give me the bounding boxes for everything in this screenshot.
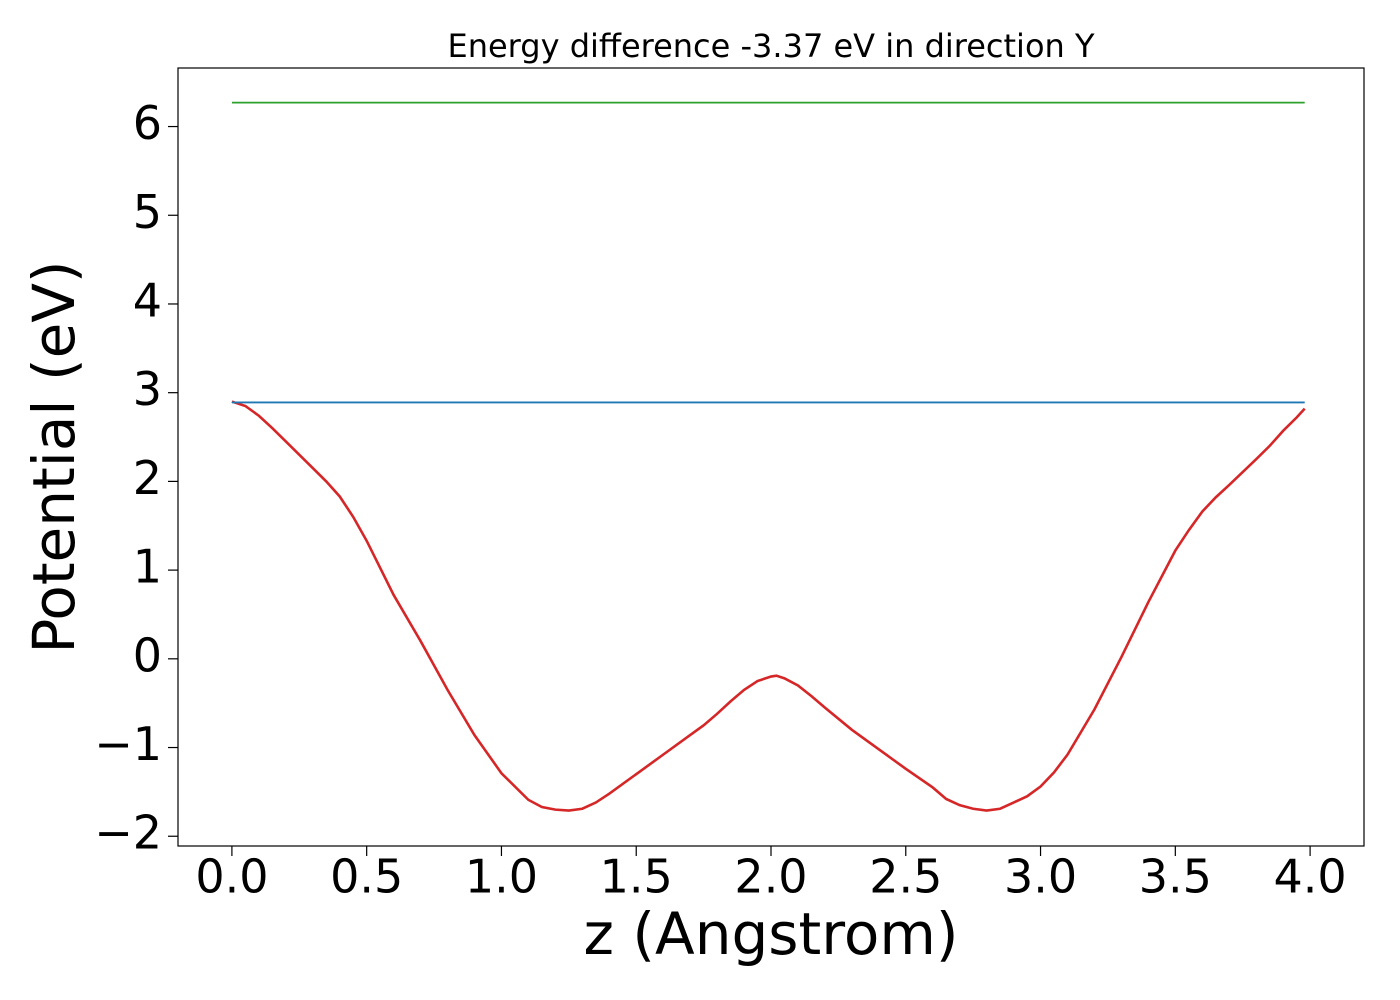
y-tick-label: −2 bbox=[94, 806, 162, 860]
x-tick-label: 1.0 bbox=[465, 850, 538, 904]
y-tick-label: 1 bbox=[133, 540, 162, 594]
y-tick-label: 0 bbox=[133, 628, 162, 682]
x-tick-label: 2.5 bbox=[869, 850, 942, 904]
y-tick-label: 3 bbox=[133, 362, 162, 416]
x-tick-label: 0.5 bbox=[330, 850, 403, 904]
y-axis-label: Potential (eV) bbox=[20, 260, 88, 653]
series-line bbox=[231, 400, 1306, 812]
y-tick-label: −1 bbox=[94, 717, 162, 771]
x-tick-label: 3.0 bbox=[1004, 850, 1077, 904]
x-tick-label: 4.0 bbox=[1274, 850, 1347, 904]
plot-frame bbox=[177, 67, 1365, 847]
chart-title: Energy difference -3.37 eV in direction … bbox=[447, 27, 1094, 65]
y-tick-label: 6 bbox=[133, 96, 162, 150]
y-tick-label: 4 bbox=[133, 273, 162, 327]
x-tick-label: 3.5 bbox=[1139, 850, 1212, 904]
y-tick-label: 2 bbox=[133, 451, 162, 505]
x-tick-label: 0.0 bbox=[195, 850, 268, 904]
x-tick-label: 1.5 bbox=[600, 850, 673, 904]
x-tick-label: 2.0 bbox=[734, 850, 807, 904]
y-tick-label: 5 bbox=[133, 185, 162, 239]
x-axis-label: z (Angstrom) bbox=[584, 900, 959, 968]
